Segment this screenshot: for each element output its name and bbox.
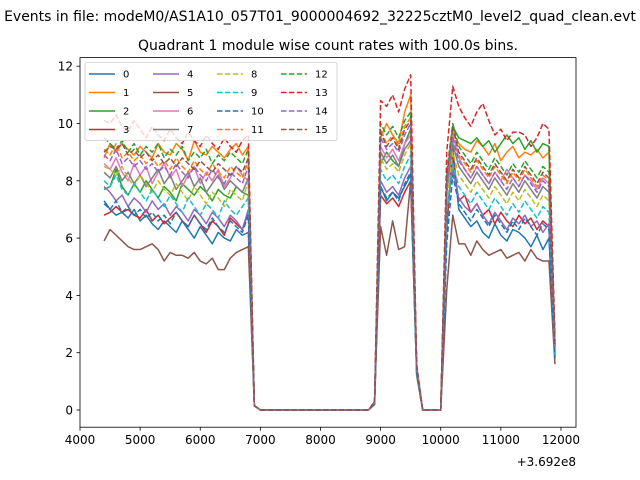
legend-frame — [84, 62, 338, 141]
legend-label-6: 6 — [187, 107, 193, 118]
series-line-11 — [103, 117, 556, 411]
legend-label-8: 8 — [251, 70, 257, 81]
y-tick-label: 6 — [65, 232, 73, 246]
y-tick-label: 8 — [65, 174, 73, 188]
x-tick-label: 12000 — [542, 433, 580, 447]
legend-label-0: 0 — [123, 70, 129, 81]
series-line-14 — [103, 122, 556, 411]
legend-label-11: 11 — [251, 125, 264, 136]
x-tick-label: 11000 — [482, 433, 520, 447]
x-tick-label: 6000 — [185, 433, 216, 447]
x-tick-label: 10000 — [422, 433, 460, 447]
legend-label-3: 3 — [123, 125, 129, 136]
legend-label-9: 9 — [251, 88, 257, 99]
legend-label-10: 10 — [251, 107, 264, 118]
x-tick-label: 4000 — [65, 433, 96, 447]
chart-title: Quadrant 1 module wise count rates with … — [138, 38, 518, 54]
x-tick-label: 7000 — [245, 433, 276, 447]
plot-frame — [79, 57, 577, 428]
x-tick-label: 5000 — [125, 433, 156, 447]
legend-label-14: 14 — [315, 107, 328, 118]
legend-label-12: 12 — [315, 70, 328, 81]
legend-label-1: 1 — [123, 88, 129, 99]
y-tick-label: 10 — [58, 117, 73, 131]
figure-suptitle: Events in file: modeM0/AS1A10_057T01_900… — [4, 9, 636, 25]
legend-label-13: 13 — [315, 88, 328, 99]
series-line-12 — [103, 111, 556, 411]
legend-label-4: 4 — [187, 70, 193, 81]
x-axis-offset-label: +3.692e8 — [517, 455, 576, 469]
x-tick-label: 9000 — [365, 433, 396, 447]
y-tick-label: 2 — [65, 346, 73, 360]
x-tick-label: 8000 — [305, 433, 336, 447]
y-tick-label: 0 — [65, 404, 73, 418]
y-tick-label: 12 — [58, 60, 73, 74]
legend-label-2: 2 — [123, 107, 129, 118]
series-line-15 — [103, 119, 556, 411]
legend-label-15: 15 — [315, 125, 328, 136]
axes: 4000 5000 6000 7000 8000 9000 10000 11000 12000 0… — [58, 60, 580, 448]
legend-label-5: 5 — [187, 88, 193, 99]
legend-label-7: 7 — [187, 125, 193, 136]
y-tick-label: 4 — [65, 289, 73, 303]
